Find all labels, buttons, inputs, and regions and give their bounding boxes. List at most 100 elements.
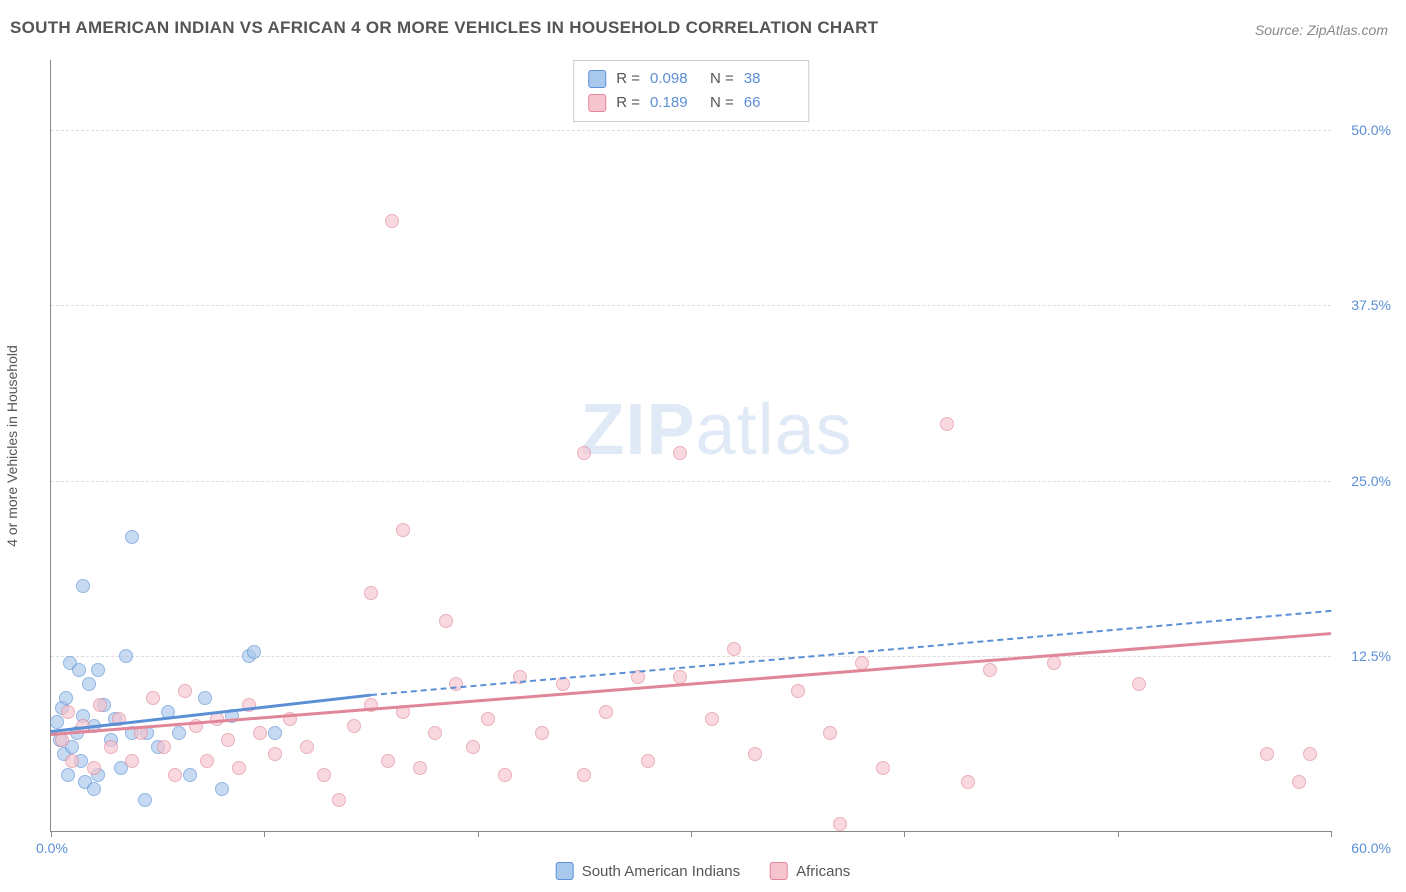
scatter-point-pink xyxy=(317,768,331,782)
scatter-point-pink xyxy=(428,726,442,740)
scatter-point-pink xyxy=(876,761,890,775)
grid-line-horizontal xyxy=(51,481,1331,482)
scatter-point-pink xyxy=(87,761,101,775)
stats-row: R = 0.189 N = 66 xyxy=(588,91,794,115)
scatter-point-pink xyxy=(1260,747,1274,761)
stats-n-label: N = xyxy=(710,91,734,115)
x-tick-mark xyxy=(264,831,265,837)
y-tick-label: 50.0% xyxy=(1341,122,1391,138)
scatter-point-blue xyxy=(82,677,96,691)
scatter-point-blue xyxy=(198,691,212,705)
scatter-point-pink xyxy=(65,754,79,768)
scatter-point-blue xyxy=(125,530,139,544)
stats-n-value: 66 xyxy=(744,91,794,115)
scatter-point-pink xyxy=(332,793,346,807)
scatter-point-pink xyxy=(1292,775,1306,789)
scatter-point-blue xyxy=(247,645,261,659)
scatter-point-pink xyxy=(673,670,687,684)
scatter-point-blue xyxy=(172,726,186,740)
scatter-point-pink xyxy=(1132,677,1146,691)
scatter-point-pink xyxy=(253,726,267,740)
scatter-point-pink xyxy=(157,740,171,754)
scatter-point-pink xyxy=(983,663,997,677)
scatter-point-pink xyxy=(178,684,192,698)
scatter-point-pink xyxy=(673,446,687,460)
stats-n-value: 38 xyxy=(744,67,794,91)
stats-r-value: 0.189 xyxy=(650,91,700,115)
scatter-point-pink xyxy=(748,747,762,761)
scatter-point-pink xyxy=(396,523,410,537)
scatter-point-pink xyxy=(961,775,975,789)
legend-item: Africans xyxy=(770,862,850,880)
x-tick-mark xyxy=(478,831,479,837)
bottom-legend: South American Indians Africans xyxy=(556,862,851,880)
scatter-point-blue xyxy=(215,782,229,796)
scatter-point-pink xyxy=(599,705,613,719)
x-tick-mark xyxy=(904,831,905,837)
trend-line-dashed xyxy=(371,610,1331,696)
chart-title: SOUTH AMERICAN INDIAN VS AFRICAN 4 OR MO… xyxy=(10,18,878,38)
scatter-point-blue xyxy=(76,579,90,593)
scatter-point-pink xyxy=(413,761,427,775)
scatter-point-pink xyxy=(498,768,512,782)
scatter-point-pink xyxy=(577,768,591,782)
watermark-light: atlas xyxy=(696,390,853,470)
stats-box: R = 0.098 N = 38R = 0.189 N = 66 xyxy=(573,60,809,122)
grid-line-horizontal xyxy=(51,305,1331,306)
scatter-point-pink xyxy=(104,740,118,754)
scatter-point-pink xyxy=(705,712,719,726)
scatter-point-pink xyxy=(93,698,107,712)
grid-line-horizontal xyxy=(51,130,1331,131)
x-tick-mark xyxy=(1331,831,1332,837)
legend-swatch-pink xyxy=(588,94,606,112)
stats-row: R =0.098N =38 xyxy=(588,67,794,91)
legend-label: South American Indians xyxy=(582,863,740,880)
scatter-point-pink xyxy=(641,754,655,768)
scatter-point-pink xyxy=(791,684,805,698)
x-tick-mark xyxy=(691,831,692,837)
scatter-point-pink xyxy=(535,726,549,740)
scatter-point-pink xyxy=(168,768,182,782)
x-tick-mark xyxy=(1118,831,1119,837)
scatter-point-pink xyxy=(1047,656,1061,670)
scatter-point-pink xyxy=(833,817,847,831)
legend-swatch-blue xyxy=(588,70,606,88)
scatter-point-pink xyxy=(125,754,139,768)
watermark: ZIPatlas xyxy=(581,389,853,471)
scatter-point-pink xyxy=(577,446,591,460)
plot-area: ZIPatlas R =0.098N =38R =0.189N =66 12.5… xyxy=(50,60,1331,832)
stats-r-value: 0.098 xyxy=(650,67,700,91)
scatter-point-pink xyxy=(381,754,395,768)
x-tick-label: 0.0% xyxy=(36,840,68,856)
scatter-point-pink xyxy=(466,740,480,754)
chart-container: SOUTH AMERICAN INDIAN VS AFRICAN 4 OR MO… xyxy=(0,0,1406,892)
y-tick-label: 12.5% xyxy=(1341,648,1391,664)
scatter-point-pink xyxy=(385,214,399,228)
scatter-point-blue xyxy=(61,768,75,782)
scatter-point-pink xyxy=(364,586,378,600)
x-tick-label: 60.0% xyxy=(1336,840,1391,856)
scatter-point-blue xyxy=(138,793,152,807)
scatter-point-pink xyxy=(823,726,837,740)
legend-swatch-pink xyxy=(770,862,788,880)
scatter-point-pink xyxy=(347,719,361,733)
y-axis-label: 4 or more Vehicles in Household xyxy=(4,345,20,547)
y-tick-label: 37.5% xyxy=(1341,297,1391,313)
scatter-point-blue xyxy=(87,782,101,796)
stats-r-label: R = xyxy=(616,91,640,115)
legend-item: South American Indians xyxy=(556,862,740,880)
scatter-point-blue xyxy=(91,663,105,677)
scatter-point-pink xyxy=(481,712,495,726)
scatter-point-pink xyxy=(200,754,214,768)
scatter-point-pink xyxy=(221,733,235,747)
scatter-point-pink xyxy=(940,417,954,431)
scatter-point-blue xyxy=(268,726,282,740)
stats-n-label: N = xyxy=(710,67,734,91)
scatter-point-pink xyxy=(1303,747,1317,761)
scatter-point-pink xyxy=(268,747,282,761)
source-credit: Source: ZipAtlas.com xyxy=(1255,22,1388,38)
scatter-point-pink xyxy=(61,705,75,719)
scatter-point-pink xyxy=(300,740,314,754)
scatter-point-blue xyxy=(72,663,86,677)
scatter-point-pink xyxy=(146,691,160,705)
